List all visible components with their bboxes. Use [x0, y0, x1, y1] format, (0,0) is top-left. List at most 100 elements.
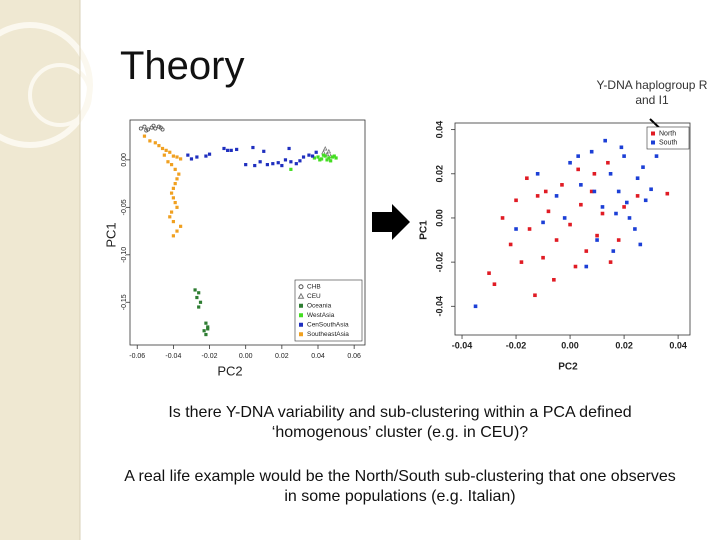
y-tick-label: -0.10: [121, 247, 128, 263]
point: [611, 249, 616, 253]
point: [202, 329, 206, 333]
point: [207, 152, 212, 156]
point: [654, 154, 659, 158]
point: [332, 154, 336, 158]
point: [641, 165, 645, 169]
point: [307, 153, 311, 157]
point: [318, 158, 322, 162]
point: [310, 154, 315, 158]
point: [329, 159, 333, 163]
point: [619, 145, 624, 150]
point: [153, 141, 157, 145]
point: [142, 124, 147, 129]
y-axis-label: PC1: [103, 222, 118, 247]
x-tick-label: -0.04: [452, 340, 473, 350]
point: [197, 305, 201, 309]
slide-title: Theory: [120, 44, 245, 88]
legend-marker: [299, 322, 303, 327]
point: [151, 123, 156, 128]
legend-marker: [299, 303, 303, 308]
point: [148, 139, 152, 143]
x-tick-label: -0.06: [129, 353, 145, 360]
point: [535, 171, 540, 176]
point: [144, 128, 149, 133]
point: [312, 156, 316, 160]
point: [193, 288, 197, 292]
point: [169, 163, 174, 167]
point: [633, 227, 637, 231]
y-tick-label: 0.00: [121, 153, 128, 167]
point: [665, 191, 670, 196]
point: [589, 149, 594, 154]
decor-circle: [28, 63, 92, 127]
x-tick-label: 0.04: [669, 340, 687, 350]
point: [579, 183, 583, 187]
point: [606, 160, 610, 165]
point: [142, 134, 147, 138]
point: [500, 216, 505, 220]
point: [301, 155, 306, 159]
point: [533, 293, 537, 298]
point: [171, 154, 175, 158]
x-axis-label: PC2: [217, 363, 242, 378]
point: [576, 154, 580, 158]
point: [173, 182, 177, 186]
y-tick-label: -0.05: [121, 199, 128, 215]
x-tick-label: -0.04: [165, 353, 181, 360]
point: [294, 162, 298, 166]
point: [487, 271, 491, 275]
point: [568, 222, 572, 227]
legend-marker: [299, 332, 303, 337]
x-tick-label: 0.06: [347, 353, 361, 360]
point: [189, 157, 194, 161]
point: [608, 171, 613, 176]
legend-marker: [651, 140, 655, 145]
point: [595, 233, 599, 238]
legend-label: Oceania: [307, 302, 332, 309]
point: [171, 219, 175, 224]
point: [327, 156, 331, 160]
point: [584, 264, 589, 269]
point: [589, 189, 594, 194]
point: [206, 327, 210, 331]
point: [244, 163, 248, 167]
point: [168, 215, 172, 219]
point: [280, 163, 284, 168]
point: [334, 156, 338, 160]
point: [508, 242, 513, 247]
point: [173, 167, 177, 171]
legend-label: WestAsia: [307, 312, 335, 319]
point: [527, 227, 532, 231]
point: [276, 161, 280, 165]
point: [171, 196, 175, 200]
point: [576, 167, 580, 172]
legend-marker: [298, 284, 304, 290]
point: [258, 160, 262, 164]
point: [198, 300, 203, 304]
point: [283, 158, 288, 162]
point: [325, 158, 329, 162]
point: [162, 153, 166, 157]
point: [153, 126, 158, 131]
point: [552, 277, 556, 282]
point: [562, 216, 567, 220]
point: [253, 163, 257, 168]
point: [546, 209, 551, 214]
point: [195, 155, 199, 159]
legend-label: North: [659, 130, 676, 137]
point: [251, 145, 255, 150]
x-tick-label: 0.02: [615, 340, 633, 350]
point: [168, 150, 172, 154]
y-tick-label: -0.15: [121, 294, 128, 310]
point: [289, 160, 293, 164]
point: [519, 260, 524, 264]
x-tick-label: 0.00: [561, 340, 579, 350]
point: [554, 238, 559, 242]
point: [175, 177, 179, 181]
point: [298, 159, 302, 163]
legend-label: South: [659, 139, 677, 146]
point: [175, 229, 179, 233]
point: [600, 211, 605, 216]
point: [514, 227, 518, 231]
point: [624, 200, 629, 205]
